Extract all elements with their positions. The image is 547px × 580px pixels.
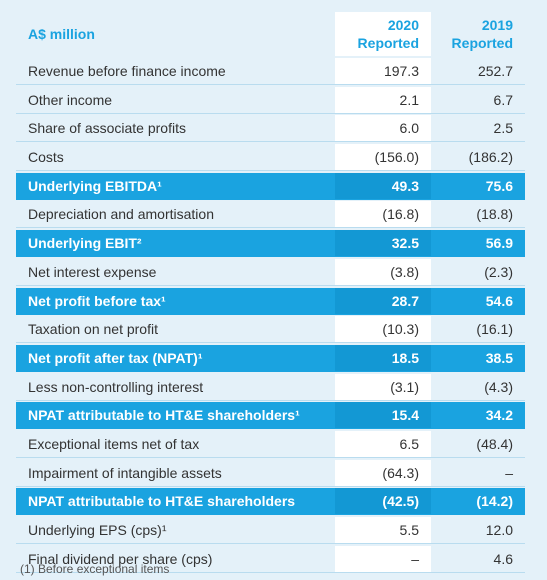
value-2020: 5.5 [335,517,431,543]
value-2019: 6.7 [493,91,513,108]
row-label: Net interest expense [28,263,157,280]
row-label: Exceptional items net of tax [28,435,200,452]
table-row: Exceptional items net of tax 6.5 (48.4) [16,430,525,458]
row-label: Revenue before finance income [28,63,226,79]
value-2019: 38.5 [485,349,513,366]
value-2020: 6.5 [335,430,431,457]
value-2019: (14.2) [476,493,513,510]
value-2019: (16.1) [476,321,513,338]
table-body: Revenue before finance income 197.3 252.7 O… [16,58,525,573]
table-row: Net profit after tax (NPAT)¹ 18.5 38.5 [16,344,525,372]
table-row: NPAT attributable to HT&E shareholders¹ 1… [16,402,525,430]
financial-summary-table: A$ million 2020 Reported 2019 Reported R… [16,12,525,574]
value-2019: (18.8) [476,206,513,223]
header-2019-column: 2019 Reported [431,12,525,56]
value-2020: (42.5) [335,488,431,515]
table-row: Revenue before finance income 197.3 252.7 [16,58,525,85]
value-2020: (3.1) [335,373,431,400]
value-2019: 252.7 [477,63,513,79]
row-label: NPAT attributable to HT&E shareholders [28,493,296,510]
row-label: Less non-controlling interest [28,378,204,395]
table-row: Impairment of intangible assets (64.3) – [16,459,525,487]
value-2020: – [335,545,431,572]
table-row: NPAT attributable to HT&E shareholders (4… [16,488,525,516]
table-row: Underlying EBITDA¹ 49.3 75.6 [16,172,525,200]
row-label: Taxation on net profit [28,321,158,338]
header-2020-column: 2020 Reported [335,12,431,56]
value-2019: (186.2) [468,149,513,166]
value-2019: 54.6 [485,292,513,309]
value-2019: 56.9 [485,235,513,252]
header-2019-sub: Reported [451,35,513,51]
row-label: Other income [28,91,113,108]
footnote: (1) Before exceptional items [20,562,170,576]
value-2020: 28.7 [335,287,431,314]
value-2020: 18.5 [335,344,431,371]
table-row: Final dividend per share (cps) – 4.6 [16,545,525,573]
row-label: Share of associate profits [28,120,186,137]
header-2020-year: 2020 [387,17,419,33]
value-2020: 32.5 [335,230,431,257]
value-2019: (2.3) [484,263,513,280]
value-2019: (48.4) [476,435,513,452]
value-2019: – [505,464,513,481]
table-row: Depreciation and amortisation (16.8) (18.8… [16,201,525,229]
value-2020: (64.3) [335,459,431,486]
row-label: NPAT attributable to HT&E shareholders¹ [28,407,300,424]
table-row: Net profit before tax¹ 28.7 54.6 [16,287,525,315]
table-row: Taxation on net profit (10.3) (16.1) [16,316,525,344]
row-label: Net profit after tax (NPAT)¹ [28,349,203,366]
value-2019: 4.6 [493,550,513,567]
value-2020: 197.3 [335,58,431,84]
value-2020: 49.3 [335,172,431,199]
table-row: Underlying EBIT² 32.5 56.9 [16,230,525,258]
header-unit-label: A$ million [28,26,95,42]
row-label: Impairment of intangible assets [28,464,222,481]
header-2020-sub: Reported [357,35,419,51]
value-2019: 2.5 [493,120,513,137]
value-2019: 12.0 [485,522,513,538]
row-label: Underlying EPS (cps)¹ [28,522,167,538]
value-2020: 15.4 [335,402,431,429]
row-label: Net profit before tax¹ [28,292,166,309]
table-row: Net interest expense (3.8) (2.3) [16,258,525,286]
value-2019: 75.6 [485,177,513,194]
row-label: Underlying EBITDA¹ [28,177,162,194]
value-2019: (4.3) [484,378,513,395]
value-2020: (3.8) [335,258,431,285]
row-label: Final dividend per share (cps) [28,550,213,567]
row-label: Underlying EBIT² [28,235,142,252]
table-row: Underlying EPS (cps)¹ 5.5 12.0 [16,517,525,544]
header-2019-year: 2019 [481,17,513,33]
table-row: Share of associate profits 6.0 2.5 [16,115,525,143]
row-label: Depreciation and amortisation [28,206,214,223]
value-2020: 6.0 [335,115,431,142]
table-row: Other income 2.1 6.7 [16,86,525,114]
value-2020: (16.8) [335,201,431,228]
table-row: Costs (156.0) (186.2) [16,144,525,172]
value-2020: 2.1 [335,86,431,113]
row-label: Costs [28,149,64,166]
value-2019: 34.2 [485,407,513,424]
value-2020: (156.0) [335,144,431,171]
value-2020: (10.3) [335,316,431,343]
table-row: Less non-controlling interest (3.1) (4.3) [16,373,525,401]
table-header: A$ million 2020 Reported 2019 Reported [16,12,525,56]
